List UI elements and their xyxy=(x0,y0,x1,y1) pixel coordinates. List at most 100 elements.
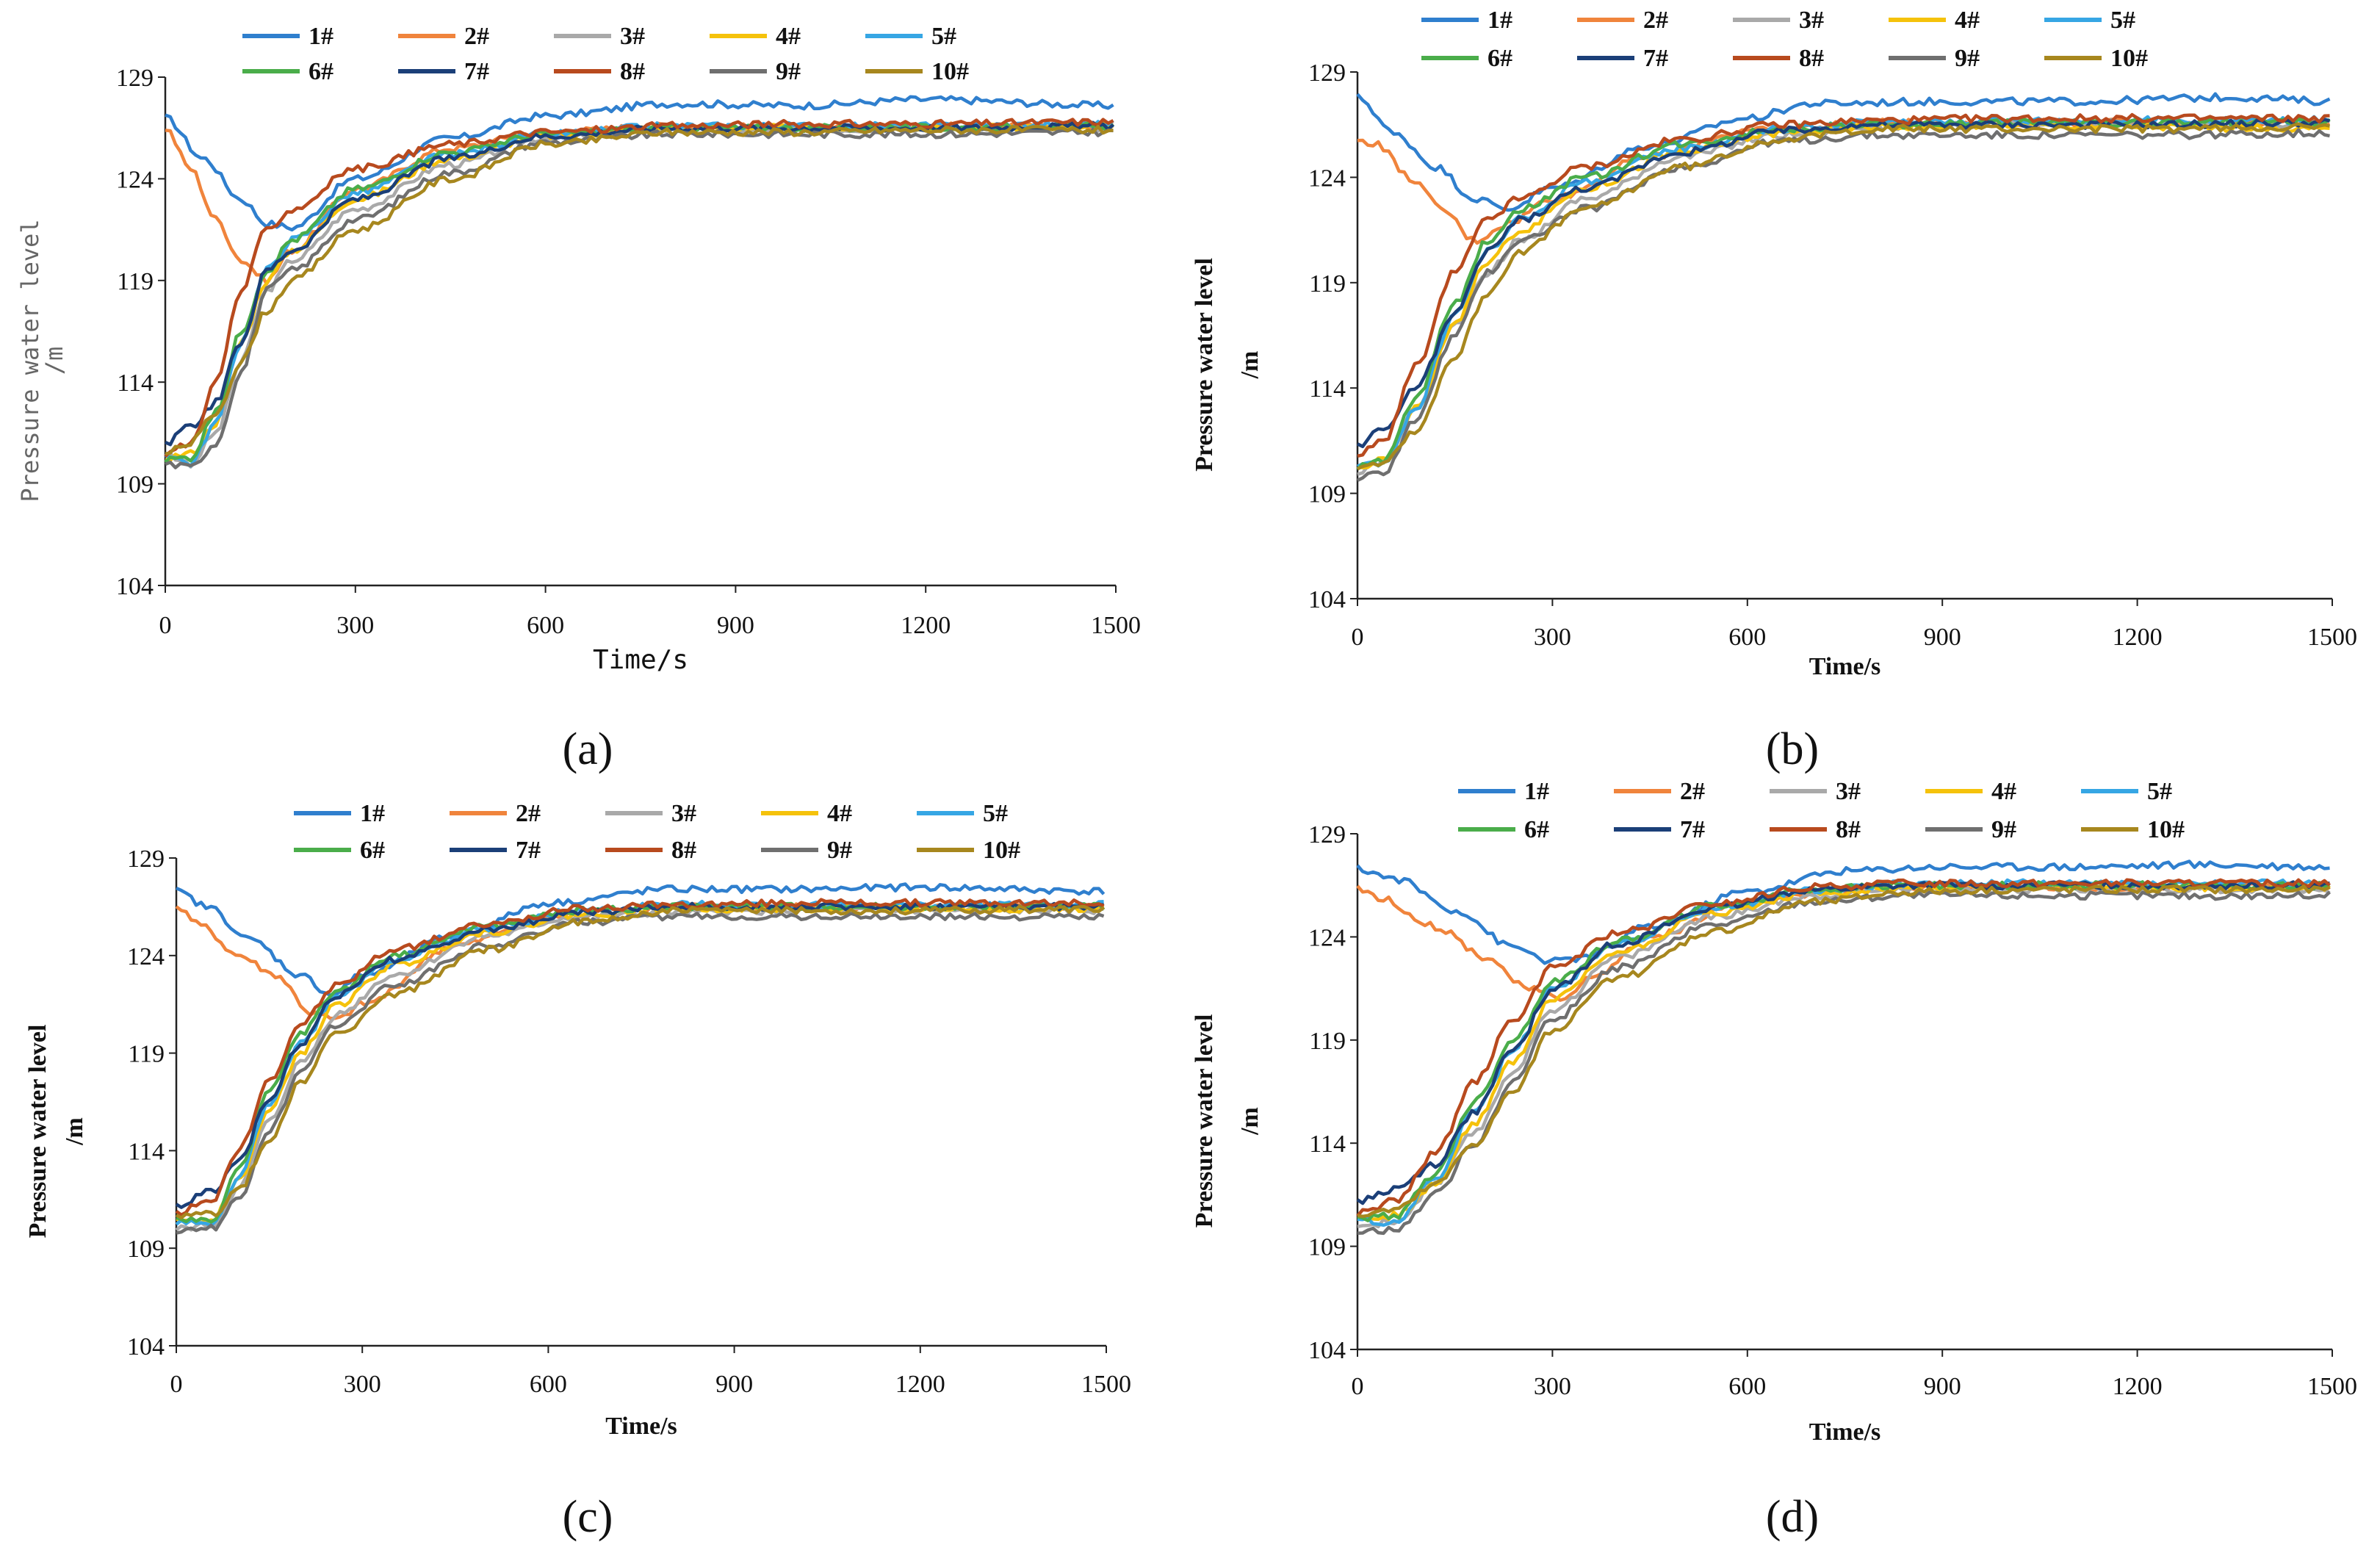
y-tick-label: 119 xyxy=(1309,1028,1346,1055)
x-tick-label: 600 xyxy=(527,612,564,639)
series-line-10 xyxy=(175,904,1106,1220)
x-axis-label: Time/s xyxy=(1809,1418,1881,1446)
legend-label-1: 1# xyxy=(1488,7,1512,34)
y-tick-label: 124 xyxy=(1308,165,1346,192)
x-tick-label: 900 xyxy=(717,612,754,639)
legend-label-8: 8# xyxy=(620,58,645,85)
x-axis-label: Time/s xyxy=(593,645,688,675)
legend-label-1: 1# xyxy=(309,23,333,50)
series-line-8 xyxy=(164,118,1114,458)
series-line-1 xyxy=(176,882,1106,997)
series-line-6 xyxy=(1357,880,2330,1222)
y-axis-label: Pressure water level xyxy=(24,1025,51,1239)
legend-label-3: 3# xyxy=(620,23,645,50)
x-tick-label: 900 xyxy=(1924,1373,1961,1400)
legend-label-4: 4# xyxy=(1955,7,1980,34)
y-tick-label: 129 xyxy=(1308,821,1346,848)
series-line-7 xyxy=(1357,118,2331,449)
y-tick-label: 104 xyxy=(1308,1337,1346,1364)
panel-label: (a) xyxy=(563,724,613,774)
x-tick-label: 0 xyxy=(1352,1373,1364,1400)
legend-label-8: 8# xyxy=(671,837,696,864)
legend-label-5: 5# xyxy=(2147,778,2172,805)
y-tick-label: 104 xyxy=(127,1333,165,1360)
y-tick-label: 114 xyxy=(1309,1131,1346,1158)
y-tick-label: 129 xyxy=(127,846,165,873)
x-tick-label: 1500 xyxy=(2307,1373,2357,1400)
series-line-7 xyxy=(175,901,1104,1209)
legend-label-3: 3# xyxy=(1836,778,1861,805)
legend-label-6: 6# xyxy=(1524,816,1549,843)
legend-label-7: 7# xyxy=(516,837,541,864)
legend-label-9: 9# xyxy=(1991,816,2016,843)
y-axis-unit: /m xyxy=(1236,1107,1263,1136)
legend-label-2: 2# xyxy=(464,23,489,50)
chart-panel-a: 104 109 114 119 124 129 0 300 600 900 1200 1500 Time… xyxy=(16,23,1141,774)
series-line-6 xyxy=(164,120,1115,464)
chart-panel-d: 104 109 114 119 124 129 0 300 600 900 1200 1500 Time… xyxy=(1191,778,2357,1542)
x-tick-label: 300 xyxy=(336,612,374,639)
y-tick-label: 114 xyxy=(117,369,154,397)
y-tick-label: 114 xyxy=(1309,375,1346,403)
x-tick-label: 0 xyxy=(170,1371,183,1398)
x-tick-label: 1500 xyxy=(1091,612,1141,639)
y-tick-label: 124 xyxy=(127,943,165,970)
series-line-2 xyxy=(175,901,1105,1020)
y-tick-label: 119 xyxy=(1309,270,1346,298)
legend-label-6: 6# xyxy=(309,58,333,85)
series-line-3 xyxy=(1357,119,2330,476)
x-tick-label: 600 xyxy=(1728,1373,1766,1400)
y-tick-label: 119 xyxy=(128,1041,165,1068)
x-tick-label: 1500 xyxy=(2307,624,2357,651)
legend-label-2: 2# xyxy=(1680,778,1705,805)
y-tick-label: 109 xyxy=(1308,1234,1346,1261)
legend-label-3: 3# xyxy=(671,800,696,827)
legend-label-7: 7# xyxy=(1643,45,1668,72)
legend-label-6: 6# xyxy=(360,837,385,864)
series-line-9 xyxy=(176,912,1105,1235)
legend-label-7: 7# xyxy=(1680,816,1705,843)
legend-label-8: 8# xyxy=(1799,45,1824,72)
y-tick-label: 119 xyxy=(117,268,154,295)
legend-label-6: 6# xyxy=(1488,45,1512,72)
x-tick-label: 1200 xyxy=(895,1371,945,1398)
y-tick-label: 129 xyxy=(1308,60,1346,87)
series-line-6 xyxy=(1356,117,2331,471)
legend-label-10: 10# xyxy=(931,58,969,85)
legend-label-10: 10# xyxy=(2147,816,2185,843)
legend-label-9: 9# xyxy=(827,837,852,864)
legend-label-3: 3# xyxy=(1799,7,1824,34)
legend-label-4: 4# xyxy=(1991,778,2016,805)
series-line-5 xyxy=(1357,115,2331,468)
series-line-4 xyxy=(1357,120,2330,469)
y-axis-unit: /m xyxy=(40,347,68,375)
legend-label-2: 2# xyxy=(516,800,541,827)
legend-label-5: 5# xyxy=(2110,7,2135,34)
series-line-9 xyxy=(1357,890,2332,1236)
legend-label-2: 2# xyxy=(1643,7,1668,34)
legend-label-5: 5# xyxy=(931,23,956,50)
x-tick-label: 300 xyxy=(344,1371,381,1398)
series-line-10 xyxy=(1357,884,2331,1219)
y-tick-label: 109 xyxy=(116,472,154,499)
series-line-9 xyxy=(165,127,1114,469)
y-axis-label: Pressure water level xyxy=(1191,258,1218,472)
series-line-3 xyxy=(175,905,1105,1232)
series-line-10 xyxy=(1357,122,2330,471)
chart-panel-c: 104 109 114 119 124 129 0 300 600 900 1200 1500 Time… xyxy=(24,800,1131,1542)
y-tick-label: 104 xyxy=(116,573,154,600)
y-tick-label: 109 xyxy=(1308,481,1346,508)
y-tick-label: 109 xyxy=(127,1236,165,1263)
chart-panel-b: 104 109 114 119 124 129 0 300 600 900 1200 1500 Time… xyxy=(1191,7,2357,774)
x-tick-label: 1200 xyxy=(2113,1373,2163,1400)
series-line-1 xyxy=(165,95,1114,232)
series-line-4 xyxy=(165,120,1114,463)
y-tick-label: 114 xyxy=(128,1138,165,1165)
series-line-1 xyxy=(1356,92,2331,212)
legend-label-5: 5# xyxy=(983,800,1008,827)
y-axis-label: Pressure water level xyxy=(16,219,44,502)
series-line-7 xyxy=(1356,880,2330,1205)
x-tick-label: 1200 xyxy=(901,612,951,639)
series-line-10 xyxy=(165,124,1114,456)
